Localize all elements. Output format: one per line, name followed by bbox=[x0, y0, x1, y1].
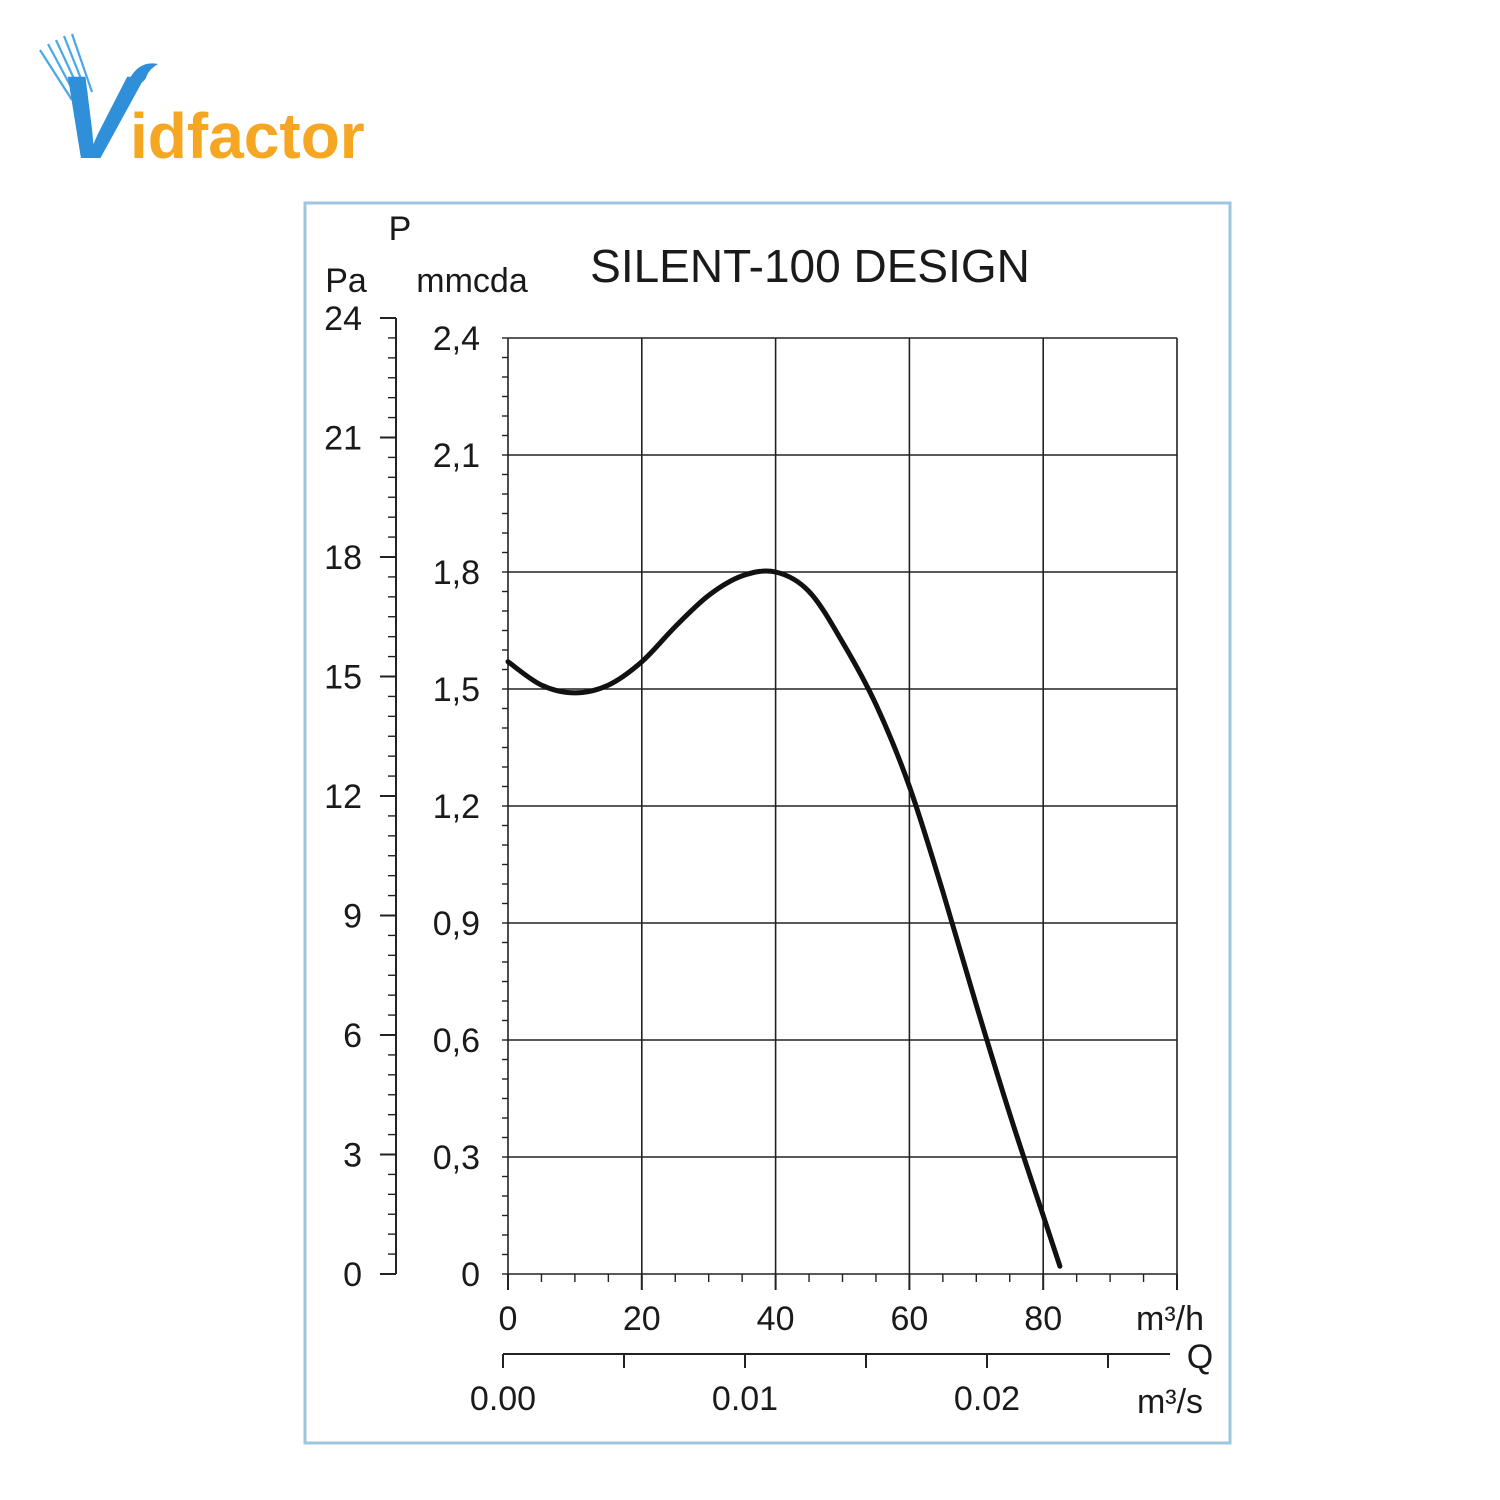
x-tick-label: 80 bbox=[1024, 1300, 1062, 1338]
logo-feather-icon bbox=[39, 33, 94, 101]
x-axis-symbol: Q bbox=[1187, 1338, 1213, 1376]
y-left-tick-label: 24 bbox=[324, 300, 362, 338]
x-tick-label: 0 bbox=[499, 1300, 518, 1338]
y-left-tick-label: 18 bbox=[324, 539, 362, 577]
y-right-tick-label: 0,6 bbox=[433, 1022, 480, 1060]
logo-letter-v: V bbox=[58, 52, 145, 184]
y-right-tick-label: 2,1 bbox=[433, 437, 480, 475]
chart-frame bbox=[303, 201, 1232, 1445]
y-right-tick-label: 1,5 bbox=[433, 671, 480, 709]
y-right-tick-label: 0,3 bbox=[433, 1139, 480, 1177]
x-secondary-tick-label: 0.01 bbox=[712, 1380, 778, 1418]
logo-wordmark: idfactor bbox=[130, 100, 365, 172]
grid bbox=[507, 337, 1178, 1275]
y-right-tick-label: 1,8 bbox=[433, 554, 480, 592]
x-axis-unit: m³/h bbox=[1136, 1300, 1204, 1338]
y-right-tick-label: 1,2 bbox=[433, 788, 480, 826]
y-right-tick-label: 0 bbox=[461, 1256, 480, 1294]
x-axis-secondary-unit: m³/s bbox=[1137, 1383, 1203, 1421]
y-left-tick-label: 9 bbox=[343, 898, 362, 936]
series-layer bbox=[505, 568, 1063, 1269]
x-tick-label: 40 bbox=[757, 1300, 795, 1338]
x-secondary-tick-label: 0.02 bbox=[954, 1380, 1020, 1418]
x-tick-label: 60 bbox=[890, 1300, 928, 1338]
vidfactor-logo: V idfactor bbox=[39, 33, 365, 184]
y-left-tick-label: 3 bbox=[343, 1137, 362, 1175]
chart-title: SILENT-100 DESIGN bbox=[590, 240, 1030, 292]
y-right-tick-label: 2,4 bbox=[433, 320, 480, 358]
y-right-tick-label: 0,9 bbox=[433, 905, 480, 943]
y-left-tick-label: 0 bbox=[343, 1256, 362, 1294]
y-axis-left: 0 3 6 9 12 15 18 21 24 bbox=[324, 300, 397, 1294]
y-axis-right: 0 0,3 0,6 0,9 1,2 1,5 1,8 2,1 2,4 bbox=[433, 320, 508, 1294]
x-axis: 0 20 40 60 80 bbox=[499, 1274, 1178, 1338]
y-axis-right-unit: mmcda bbox=[416, 262, 528, 300]
x-secondary-tick-label: 0.00 bbox=[470, 1380, 536, 1418]
y-left-tick-label: 15 bbox=[324, 659, 362, 697]
y-axis-left-unit: Pa bbox=[325, 262, 367, 300]
y-left-tick-label: 6 bbox=[343, 1017, 362, 1055]
series-line bbox=[505, 568, 1063, 1269]
x-axis-secondary: 0.00 0.01 0.02 bbox=[470, 1353, 1170, 1418]
y-left-tick-label: 12 bbox=[324, 778, 362, 816]
x-tick-label: 20 bbox=[623, 1300, 661, 1338]
logo-bird-icon bbox=[128, 63, 158, 85]
y-left-tick-label: 21 bbox=[324, 420, 362, 458]
y-axis-symbol: P bbox=[389, 210, 412, 248]
